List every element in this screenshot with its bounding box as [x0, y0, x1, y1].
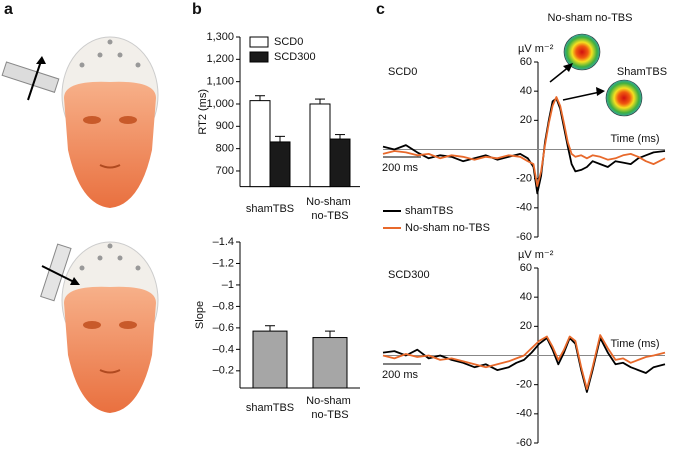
y-axis-label: µV m⁻²	[518, 43, 554, 55]
annotation: 200 ms	[382, 162, 419, 174]
y-tick-label: -40	[516, 408, 532, 420]
panel-label: c	[376, 1, 385, 18]
y-tick-label: -60	[516, 231, 532, 243]
line-series	[382, 334, 666, 390]
topo-maps	[549, 33, 643, 117]
annotation: ShamTBS	[617, 66, 667, 78]
annotation: Time (ms)	[610, 338, 659, 350]
legend-swatch	[249, 36, 269, 48]
y-tick-label: –1.2	[213, 257, 234, 269]
y-tick-label: -20	[516, 173, 532, 185]
bar	[252, 330, 288, 389]
y-tick-label: –0.2	[213, 365, 234, 377]
panel-label: a	[4, 1, 13, 18]
y-tick-label: –0.4	[213, 343, 234, 355]
y-tick-label: 60	[520, 262, 532, 274]
annotation: SCD300	[388, 269, 430, 281]
y-tick-label: -40	[516, 202, 532, 214]
bar	[329, 138, 351, 188]
head-illustration	[1, 36, 159, 208]
x-tick-label: shamTBS	[246, 203, 294, 215]
y-tick-label: 800	[216, 143, 234, 155]
head-illustration	[40, 241, 159, 413]
y-tick-label: 1,100	[206, 76, 234, 88]
legend-label: No-sham no-TBS	[405, 222, 490, 234]
y-tick-label: 900	[216, 120, 234, 132]
y-axis-label: µV m⁻²	[518, 249, 554, 261]
y-tick-label: 1,000	[206, 98, 234, 110]
x-tick-label: shamTBS	[246, 402, 294, 414]
y-tick-label: 1,300	[206, 31, 234, 43]
bar	[312, 337, 348, 389]
x-tick-label: No-sham no-TBS	[306, 395, 354, 421]
legend-swatch	[249, 51, 269, 63]
y-tick-label: –0.6	[213, 322, 234, 334]
legend-label: SCD0	[274, 36, 303, 48]
x-tick-label: No-sham no-TBS	[306, 196, 354, 222]
annotation: Time (ms)	[610, 133, 659, 145]
annotation: 200 ms	[382, 369, 419, 381]
y-tick-label: 40	[520, 85, 532, 97]
y-axis-label: Slope	[194, 301, 206, 329]
y-axis-label: RT2 (ms)	[197, 89, 209, 135]
y-tick-label: –1	[222, 279, 234, 291]
y-tick-label: 700	[216, 165, 234, 177]
y-tick-label: 20	[520, 320, 532, 332]
line-series	[382, 96, 666, 187]
y-tick-label: 60	[520, 56, 532, 68]
annotation: SCD0	[388, 66, 417, 78]
y-tick-label: 1,200	[206, 53, 234, 65]
y-tick-label: -60	[516, 437, 532, 449]
legend-label: SCD300	[274, 51, 316, 63]
bar	[269, 141, 291, 188]
y-tick-label: 40	[520, 291, 532, 303]
bar	[249, 100, 271, 188]
y-tick-label: -20	[516, 379, 532, 391]
annotation: No-sham no-TBS	[548, 12, 633, 24]
y-tick-label: –0.8	[213, 300, 234, 312]
y-tick-label: 20	[520, 114, 532, 126]
legend-label: shamTBS	[405, 205, 453, 217]
panel-label: b	[192, 1, 202, 18]
y-tick-label: –1.4	[213, 236, 234, 248]
line-series	[382, 337, 666, 393]
bar	[309, 103, 331, 188]
